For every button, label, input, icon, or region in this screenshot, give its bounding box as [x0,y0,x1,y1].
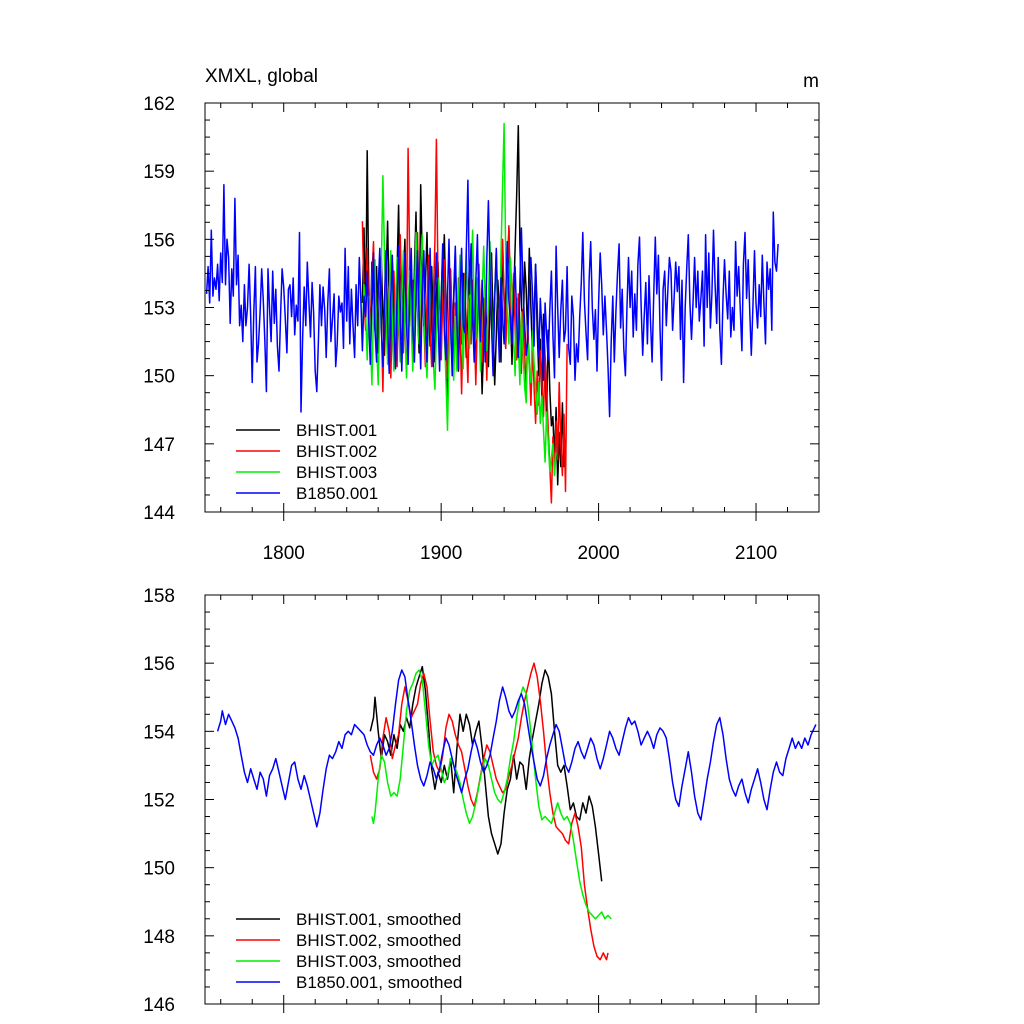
panel-bottom-smoothed: 146 148 150 152 154 156 158 BHIST.001, smoothed… [143,586,820,1016]
series-lines [205,122,779,504]
y-tick-label: 158 [143,586,175,607]
legend-label: BHIST.003, smoothed [296,952,461,971]
y-tick-label: 159 [143,162,175,183]
series-line-bhist-001-smoothed [369,665,603,882]
legend-label: BHIST.001 [296,421,377,440]
legend-label: B1850.001, smoothed [296,973,462,992]
y-tick-label: 154 [143,722,175,743]
y-tick-label: 162 [143,94,175,115]
y-tick-label: 153 [143,299,175,320]
y-tick-label: 144 [143,503,175,524]
y-tick-label: 146 [143,995,175,1016]
y-tick-label: 150 [143,859,175,880]
x-tick-label: 1800 [263,543,305,564]
legend: BHIST.001 BHIST.002 BHIST.003 B1850.001 [236,421,378,503]
x-tick-label: 2100 [735,543,777,564]
legend-label: BHIST.003 [296,463,377,482]
chart-title: XMXL, global [205,66,318,87]
plot-area-top: 144 147 150 153 156 159 162 1800 1900 2000 2100 BHI… [143,94,820,564]
series-line-b1850-001-smoothed [216,669,817,828]
plot-area-bottom: 146 148 150 152 154 156 158 BHIST.001, smoothed… [143,586,820,1016]
y-tick-label: 150 [143,367,175,388]
y-tick-label: 148 [143,927,175,948]
legend-label: BHIST.002, smoothed [296,931,461,950]
series-lines [216,662,817,961]
series-line-bhist-003-smoothed [371,669,612,920]
legend-label: BHIST.001, smoothed [296,910,461,929]
y-tick-label: 152 [143,791,175,812]
x-tick-label: 1900 [420,543,462,564]
series-line-b1850-001 [205,179,779,418]
units-label: m [803,71,819,92]
legend: BHIST.001, smoothed BHIST.002, smoothed BH… [236,910,462,992]
x-tick-label: 2000 [577,543,619,564]
legend-label: B1850.001 [296,484,378,503]
y-tick-label: 147 [143,435,175,456]
y-tick-label: 156 [143,654,175,675]
y-tick-label: 156 [143,230,175,251]
legend-label: BHIST.002 [296,442,377,461]
panel-top-timeseries: 144 147 150 153 156 159 162 1800 1900 2000 2100 BHI… [143,66,820,564]
